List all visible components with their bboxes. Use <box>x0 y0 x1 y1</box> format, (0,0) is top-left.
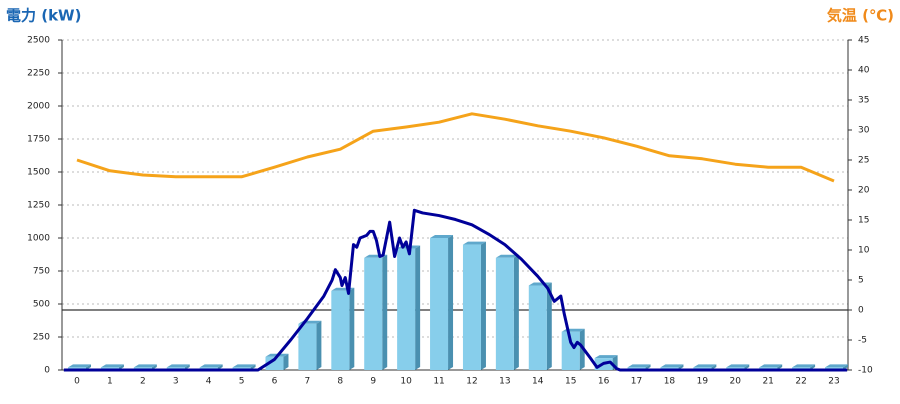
y-tick-label: 1750 <box>27 135 50 145</box>
x-tick-label: 11 <box>433 377 444 387</box>
bar-top <box>693 364 717 368</box>
x-tick-label: 19 <box>697 377 709 387</box>
x-tick-label: 10 <box>400 377 412 387</box>
bar-top <box>627 364 651 368</box>
y-tick-label: 0 <box>44 366 50 376</box>
x-tick-label: 13 <box>499 377 510 387</box>
bar-side <box>349 287 355 370</box>
bar <box>364 257 383 370</box>
x-tick-label: 21 <box>762 377 773 387</box>
y2-tick-label: 5 <box>858 276 864 286</box>
x-tick-label: 3 <box>173 377 179 387</box>
y2-tick-label: 20 <box>858 186 870 196</box>
x-tick-label: 6 <box>272 377 278 387</box>
y2-tick-label: 0 <box>858 306 864 316</box>
y2-tick-label: 30 <box>858 126 870 136</box>
y2-tick-label: 15 <box>858 216 869 226</box>
bar-top <box>232 364 256 368</box>
y2-tick-label: 35 <box>858 96 869 106</box>
x-tick-label: 2 <box>140 377 146 387</box>
y2-tick-label: -10 <box>858 366 873 376</box>
y-tick-label: 750 <box>33 267 50 277</box>
bar <box>397 248 416 370</box>
x-tick-label: 12 <box>466 377 477 387</box>
x-tick-label: 16 <box>598 377 610 387</box>
y-tick-label: 1250 <box>27 201 50 211</box>
bar-top <box>430 235 454 238</box>
y-tick-label: 250 <box>33 333 50 343</box>
x-tick-label: 20 <box>730 377 742 387</box>
bar <box>331 290 350 370</box>
x-tick-label: 23 <box>828 377 839 387</box>
left-axis-label: 電力 (kW) <box>6 7 81 25</box>
y-tick-label: 1500 <box>27 168 50 178</box>
x-tick-label: 0 <box>74 377 80 387</box>
x-tick-label: 8 <box>337 377 343 387</box>
bar <box>265 356 284 370</box>
right-axis-label: 気温 (℃) <box>827 7 894 25</box>
x-tick-label: 7 <box>305 377 311 387</box>
line <box>76 112 835 183</box>
y-tick-label: 500 <box>33 300 50 310</box>
bar-top <box>726 364 750 368</box>
bar-top <box>166 364 190 368</box>
bar-side <box>316 320 322 370</box>
x-tick-label: 17 <box>631 377 642 387</box>
bar <box>430 238 449 370</box>
bar-top <box>462 241 486 245</box>
y-tick-label: 2000 <box>27 102 50 112</box>
y2-tick-label: 10 <box>858 246 870 256</box>
y-tick-label: 1000 <box>27 234 50 244</box>
bar-top <box>825 364 848 368</box>
y2-tick-label: 40 <box>858 66 870 76</box>
x-tick-label: 9 <box>370 377 376 387</box>
y2-tick-label: -5 <box>858 336 867 346</box>
x-tick-label: 15 <box>565 377 576 387</box>
bar-side <box>513 254 519 370</box>
bar-top <box>594 355 618 359</box>
x-tick-label: 1 <box>107 377 113 387</box>
bar-top <box>495 254 519 258</box>
bar-side <box>546 282 552 370</box>
bar <box>561 331 580 370</box>
bar-top <box>759 364 783 368</box>
x-tick-label: 14 <box>532 377 544 387</box>
bar-top <box>133 364 157 368</box>
x-tick-label: 22 <box>795 377 806 387</box>
bar-top <box>100 364 124 368</box>
bar <box>298 323 317 370</box>
bar-side <box>480 241 486 370</box>
bar <box>528 285 547 370</box>
bar-side <box>415 245 421 370</box>
x-tick-label: 18 <box>664 377 676 387</box>
bar-top <box>199 364 223 368</box>
bar-top <box>660 364 684 368</box>
bar <box>495 257 514 370</box>
x-tick-label: 4 <box>206 377 212 387</box>
line <box>63 208 848 372</box>
y-tick-label: 2500 <box>27 36 50 46</box>
bar-top <box>792 364 816 368</box>
bar-top <box>68 364 91 368</box>
bar-side <box>382 254 388 370</box>
y2-tick-label: 25 <box>858 156 869 166</box>
bar-side <box>283 353 289 370</box>
bar-side <box>448 235 454 370</box>
y2-tick-label: 45 <box>858 36 869 46</box>
y-tick-label: 2250 <box>27 69 50 79</box>
bar <box>462 244 481 370</box>
x-tick-label: 5 <box>239 377 245 387</box>
